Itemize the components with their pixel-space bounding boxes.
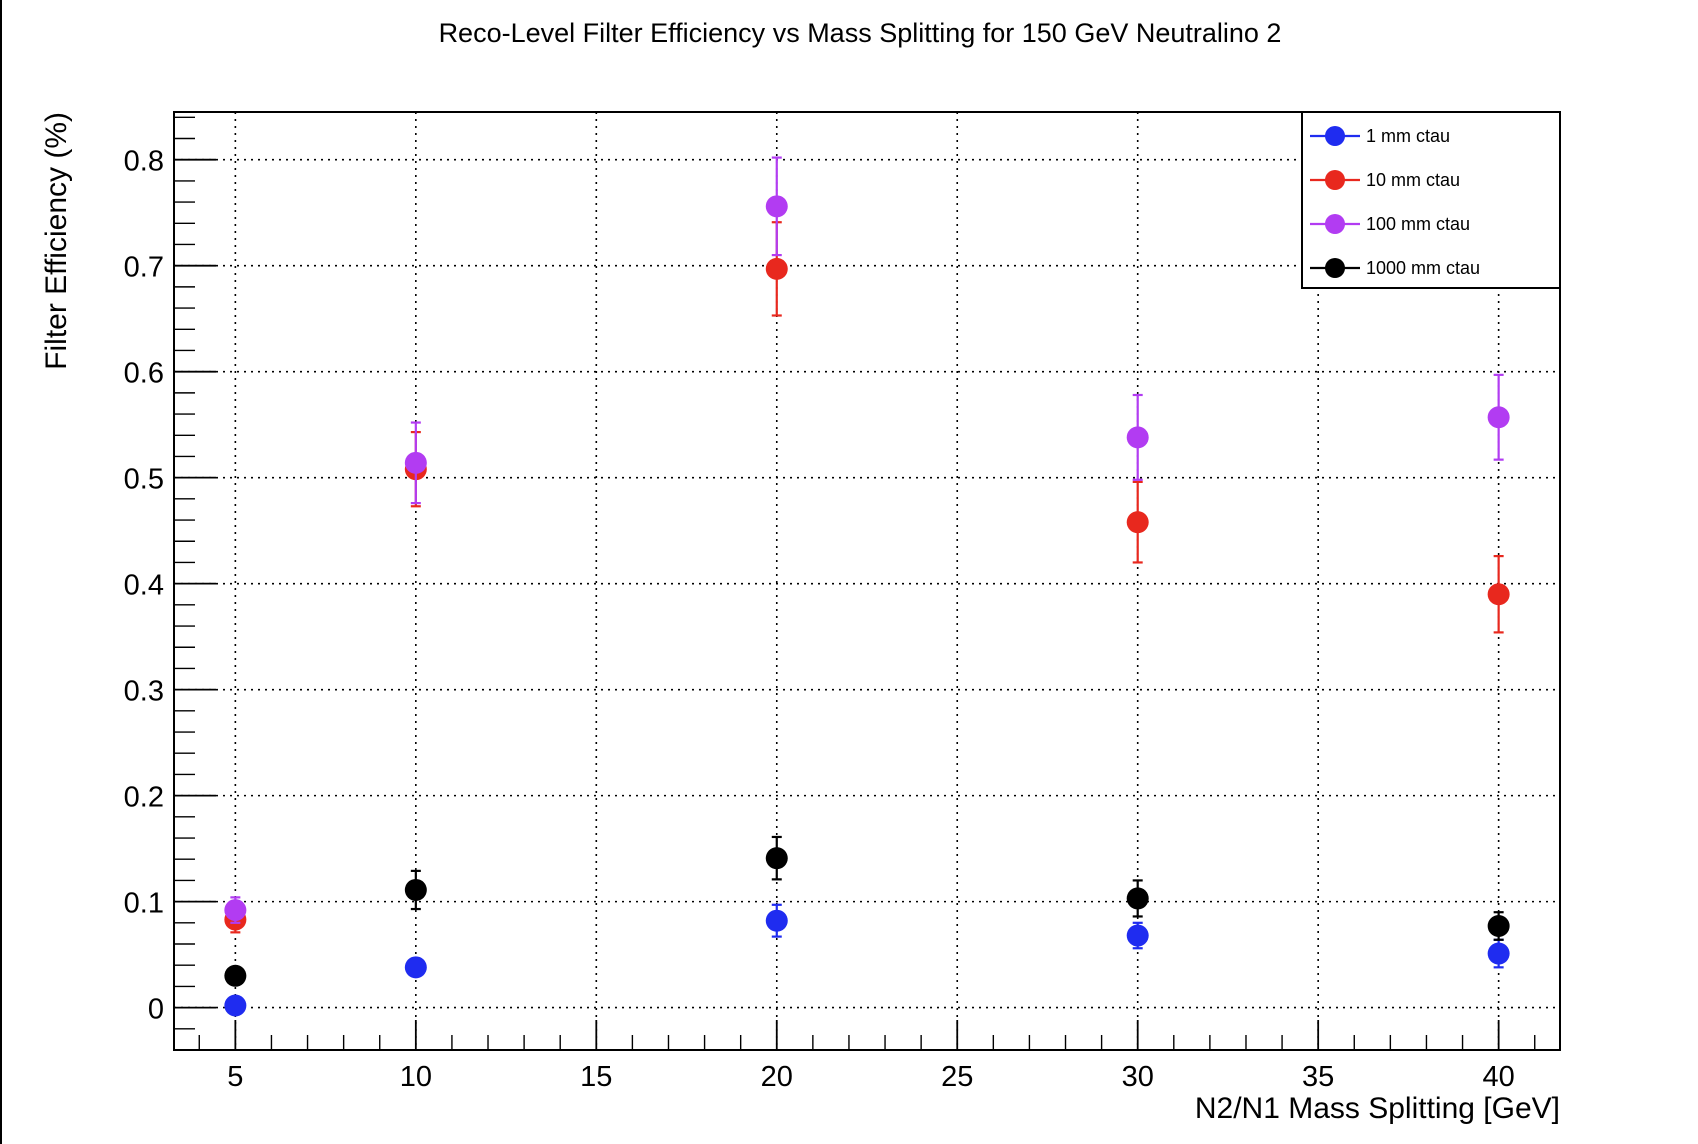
data-point xyxy=(1126,887,1149,910)
data-point xyxy=(765,195,788,218)
legend-label: 10 mm ctau xyxy=(1366,170,1460,190)
axes xyxy=(173,111,1561,1051)
y-tick-label: 0.5 xyxy=(124,464,164,496)
data-point xyxy=(765,909,788,932)
series-1000-mm-ctau xyxy=(224,835,1510,987)
data-point xyxy=(404,956,427,979)
y-axis-label: Filter Efficiency (%) xyxy=(40,112,73,370)
legend-marker xyxy=(1325,170,1345,190)
x-tick-label: 5 xyxy=(227,1061,243,1093)
legend-entry: 1000 mm ctau xyxy=(1310,258,1480,278)
data-point xyxy=(1126,924,1149,947)
y-tick-label: 0.3 xyxy=(124,676,164,708)
x-tick-label: 35 xyxy=(1302,1061,1334,1093)
x-tick-label: 25 xyxy=(941,1061,973,1093)
data-points xyxy=(224,156,1510,1017)
legend-entry: 1 mm ctau xyxy=(1310,126,1450,146)
data-point xyxy=(765,847,788,870)
legend-marker xyxy=(1325,126,1345,146)
legend-marker xyxy=(1325,258,1345,278)
y-tick-label: 0 xyxy=(148,994,164,1026)
x-tick-label: 30 xyxy=(1122,1061,1154,1093)
legend-label: 1000 mm ctau xyxy=(1366,258,1480,278)
data-point xyxy=(404,878,427,901)
x-tick-label: 10 xyxy=(400,1061,432,1093)
legend-marker xyxy=(1325,214,1345,234)
left-border xyxy=(0,0,2,1144)
data-point xyxy=(224,899,247,922)
data-point xyxy=(1126,426,1149,449)
y-tick-label: 0.1 xyxy=(124,888,164,920)
data-point xyxy=(1487,583,1510,606)
legend: 1 mm ctau 10 mm ctau 100 mm ctau 1000 mm ct… xyxy=(1301,111,1561,289)
data-point xyxy=(224,994,247,1017)
legend-label: 100 mm ctau xyxy=(1366,214,1470,234)
y-tick-label: 0.8 xyxy=(124,146,164,178)
legend-box xyxy=(1301,111,1561,289)
data-point xyxy=(1487,914,1510,937)
tick-labels: 5 10 15 20 25 30 35 40 0 0.1 0.2 0.3 0.4 0.5 0.6 0.7 0.8 xyxy=(124,146,1515,1093)
data-point xyxy=(224,964,247,987)
x-tick-label: 40 xyxy=(1483,1061,1515,1093)
x-tick-label: 20 xyxy=(761,1061,793,1093)
series-1-mm-ctau xyxy=(224,903,1510,1017)
y-tick-label: 0.7 xyxy=(124,252,164,284)
legend-entry: 100 mm ctau xyxy=(1310,214,1470,234)
data-point xyxy=(765,257,788,280)
data-point xyxy=(1126,511,1149,534)
series-10-mm-ctau xyxy=(224,221,1510,934)
data-point xyxy=(1487,406,1510,429)
legend-label: 1 mm ctau xyxy=(1366,126,1450,146)
y-tick-label: 0.6 xyxy=(124,358,164,390)
y-tick-label: 0.2 xyxy=(124,782,164,814)
legend-entry: 10 mm ctau xyxy=(1310,170,1460,190)
series-100-mm-ctau xyxy=(224,156,1510,924)
x-tick-label: 15 xyxy=(580,1061,612,1093)
y-tick-label: 0.4 xyxy=(124,570,164,602)
chart-title: Reco-Level Filter Efficiency vs Mass Spl… xyxy=(439,18,1282,48)
plot-frame xyxy=(173,111,1561,1051)
x-axis-label: N2/N1 Mass Splitting [GeV] xyxy=(1195,1092,1560,1125)
data-point xyxy=(404,451,427,474)
data-point xyxy=(1487,942,1510,965)
